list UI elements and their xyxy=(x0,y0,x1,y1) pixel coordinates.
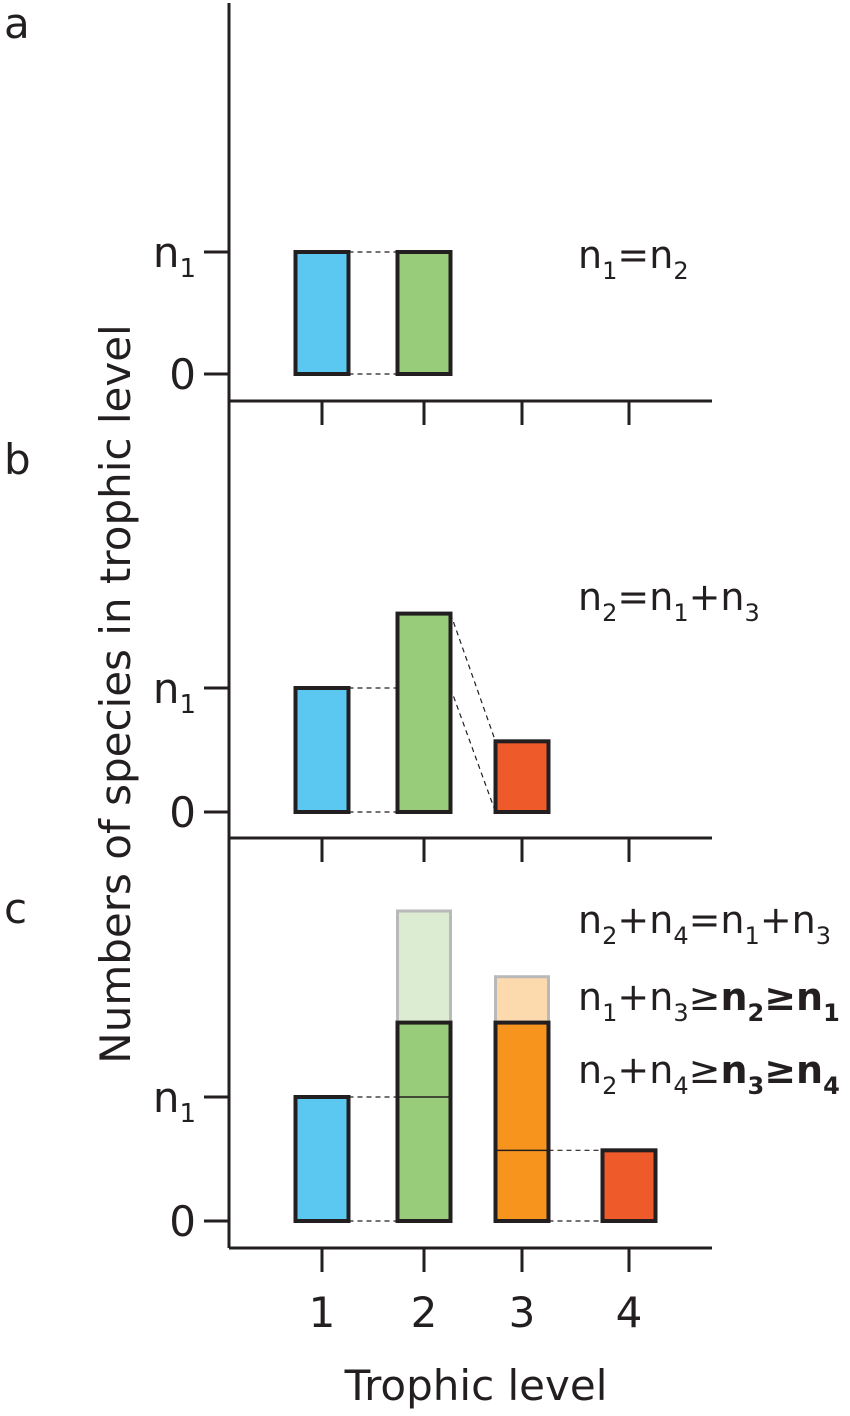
range-bar-c-2 xyxy=(396,909,452,1025)
connector-diag-top-b xyxy=(449,613,497,742)
bars-layer xyxy=(293,250,658,1223)
bar-c-1 xyxy=(293,1095,351,1223)
bar-c-3 xyxy=(493,1020,551,1223)
bar-a-1 xyxy=(293,250,351,376)
y-tick-label-a-0: 0 xyxy=(169,350,196,399)
y-tick-label-a-1: n1 xyxy=(153,228,196,284)
equation-c-2: n1+n3≥n2≥n1 xyxy=(578,975,840,1027)
x-axis-title: Trophic level xyxy=(344,1361,608,1410)
x-tick-label-4: 4 xyxy=(616,1288,643,1337)
bar-b-2 xyxy=(395,611,453,814)
bar-b-1 xyxy=(293,686,351,814)
text-layer: a 0 n1 n1=n2 b 0 n1 n2=n1+n3 c 0 n1 1 2 3 4 n2+n4=n1+n3… xyxy=(4,0,840,1337)
y-tick-label-b-1: n1 xyxy=(153,664,196,720)
panel-label-c: c xyxy=(4,884,27,933)
equation-c-3: n2+n4≥n3≥n4 xyxy=(578,1048,840,1100)
x-tick-label-1: 1 xyxy=(309,1288,336,1337)
equation-c-1: n2+n4=n1+n3 xyxy=(578,898,831,950)
y-tick-label-b-0: 0 xyxy=(169,788,196,837)
axes-layer xyxy=(204,3,712,1272)
y-tick-label-c-0: 0 xyxy=(169,1197,196,1246)
bar-c-2 xyxy=(395,1020,453,1223)
y-tick-label-c-1: n1 xyxy=(153,1073,196,1129)
bar-c-4 xyxy=(600,1148,658,1223)
panel-label-b: b xyxy=(4,435,31,484)
panel-label-a: a xyxy=(4,0,30,48)
equation-a-1: n1=n2 xyxy=(578,233,689,285)
bar-a-2 xyxy=(395,250,453,376)
range-bar-c-3 xyxy=(494,975,550,1025)
x-tick-label-3: 3 xyxy=(509,1288,536,1337)
bar-b-3 xyxy=(493,739,551,815)
y-axis-title: Numbers of species in trophic level xyxy=(91,324,140,1063)
connector-diag-base-b xyxy=(449,687,497,813)
x-tick-label-2: 2 xyxy=(411,1288,438,1337)
equation-b-1: n2=n1+n3 xyxy=(578,575,760,627)
